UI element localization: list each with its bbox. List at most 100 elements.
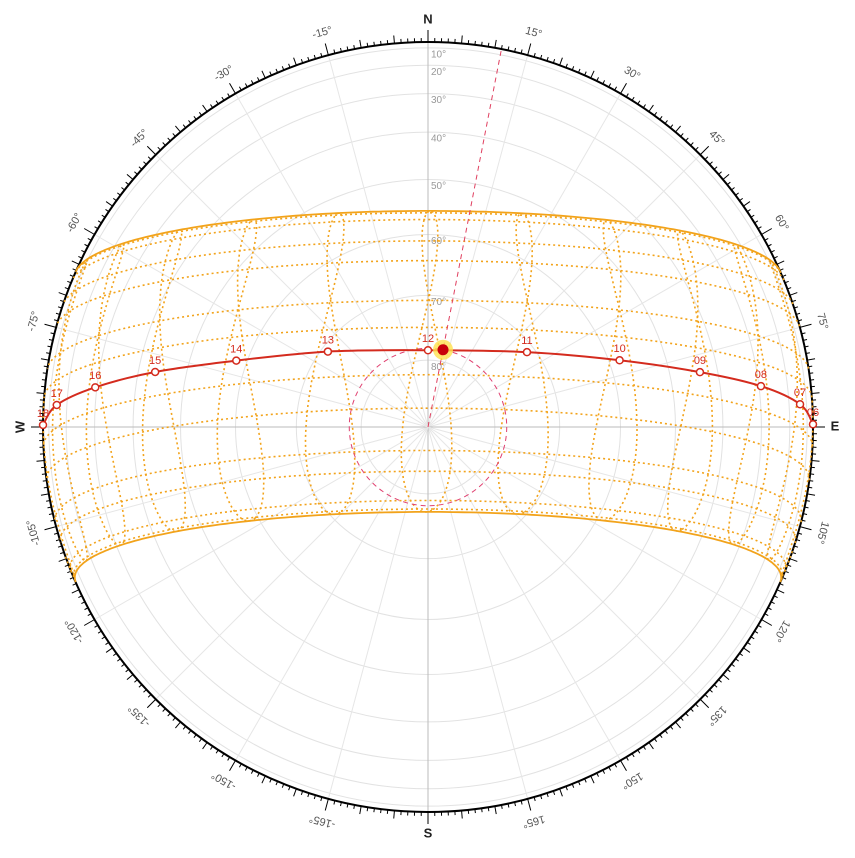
rim-tick — [507, 803, 510, 808]
rim-tick — [735, 658, 739, 662]
monthly-path — [72, 508, 784, 580]
azimuth-label: -60° — [64, 211, 85, 235]
analemma — [400, 210, 453, 513]
azimuth-label: 30° — [622, 64, 642, 83]
rim-tick — [796, 539, 801, 542]
rim-tick — [669, 725, 674, 730]
azimuth-grid — [94, 234, 429, 428]
rim-tick — [229, 82, 236, 94]
rim-tick — [53, 319, 59, 322]
azimuth-grid — [427, 234, 762, 428]
rim-tick — [105, 641, 110, 645]
rim-tick — [804, 506, 809, 509]
rim-tick — [138, 684, 143, 688]
rim-tick — [221, 753, 225, 758]
analemma — [727, 243, 770, 546]
rim-tick — [48, 513, 53, 515]
rim-tick — [202, 742, 208, 750]
rim-tick — [514, 802, 516, 807]
rim-tick — [58, 292, 67, 296]
azimuth-grid — [55, 326, 429, 428]
rim-tick — [559, 788, 563, 797]
rim-tick — [713, 684, 718, 688]
rim-tick — [78, 256, 83, 259]
azimuth-grid — [427, 426, 529, 800]
rim-tick — [739, 652, 744, 657]
rim-tick — [193, 734, 197, 738]
rim-tick — [101, 636, 106, 640]
analemma — [666, 229, 714, 532]
rim-tick — [198, 111, 203, 116]
rim-tick — [57, 306, 62, 309]
rim-tick — [804, 345, 809, 348]
rim-tick — [36, 392, 45, 394]
rim-tick — [520, 49, 523, 54]
rim-tick — [690, 708, 694, 712]
rim-tick — [64, 564, 69, 567]
monthly-path — [62, 240, 794, 305]
rim-tick — [50, 332, 55, 335]
altitude-label: 50° — [431, 181, 446, 192]
rim-tick — [761, 619, 773, 626]
rim-tick — [227, 93, 231, 98]
rim-tick — [789, 292, 798, 296]
rim-tick — [72, 583, 77, 586]
rim-tick — [44, 526, 57, 531]
rim-tick — [55, 539, 60, 542]
azimuth-label: 105° — [813, 520, 830, 545]
rim-tick — [40, 358, 49, 361]
rim-tick — [320, 796, 323, 802]
rim-tick — [69, 274, 74, 278]
rim-tick — [188, 120, 192, 124]
analemma — [497, 212, 549, 515]
rim-tick — [121, 187, 125, 191]
monthly-path — [54, 449, 802, 523]
rim-tick — [565, 786, 568, 791]
rim-tick — [359, 39, 362, 48]
rim-tick — [143, 161, 147, 165]
rim-tick — [773, 256, 778, 259]
rim-tick — [353, 45, 356, 50]
rim-tick — [42, 480, 47, 482]
rim-tick — [773, 595, 778, 598]
rim-tick — [805, 352, 810, 355]
rim-tick — [81, 249, 86, 253]
azimuth-label: 45° — [706, 128, 726, 148]
rim-tick — [797, 532, 803, 535]
rim-tick — [796, 312, 801, 315]
azimuth-grid — [427, 326, 801, 428]
rim-tick — [608, 83, 612, 88]
rim-tick — [709, 689, 713, 693]
rim-tick — [803, 513, 808, 515]
rim-tick — [699, 145, 710, 156]
rim-tick — [779, 583, 784, 586]
rim-tick — [540, 54, 543, 59]
rim-tick — [324, 798, 329, 811]
azimuth-grid — [427, 54, 529, 428]
azimuth-label: 60° — [772, 213, 791, 233]
rim-tick — [87, 613, 92, 617]
rim-tick — [713, 166, 718, 170]
rim-tick — [809, 480, 814, 482]
rim-tick — [750, 214, 755, 218]
monthly-path — [55, 259, 801, 327]
rim-tick — [393, 810, 395, 819]
azimuth-grid — [327, 426, 429, 800]
rim-tick — [631, 753, 635, 758]
rim-tick — [67, 280, 72, 284]
rim-tick — [147, 694, 152, 698]
rim-tick — [333, 800, 336, 805]
altitude-label: 40° — [431, 134, 446, 145]
rim-tick — [584, 778, 587, 783]
hour-label: 15 — [149, 355, 161, 367]
rim-tick — [307, 56, 310, 61]
rim-tick — [552, 59, 556, 64]
rim-tick — [373, 808, 375, 813]
rim-tick — [642, 104, 646, 109]
rim-tick — [57, 545, 62, 548]
rim-tick — [642, 745, 646, 750]
rim-tick — [105, 647, 113, 653]
rim-tick — [726, 668, 731, 673]
rim-tick — [125, 668, 130, 673]
hour-label: 06 — [807, 407, 819, 419]
